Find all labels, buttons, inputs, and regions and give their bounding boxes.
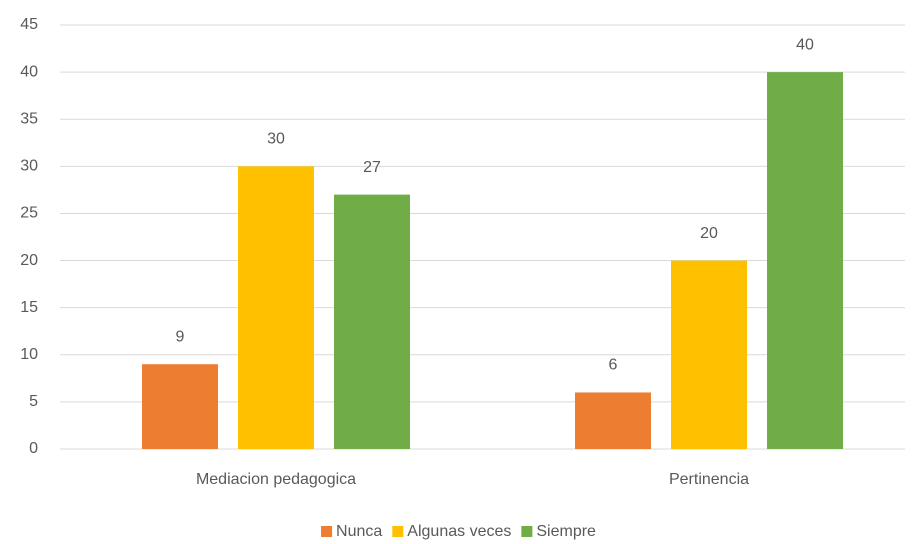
legend-label: Siempre bbox=[536, 523, 596, 540]
y-tick-label: 30 bbox=[20, 158, 38, 175]
y-tick-label: 40 bbox=[20, 63, 38, 80]
data-label: 20 bbox=[700, 225, 718, 242]
data-label: 27 bbox=[363, 159, 381, 176]
data-label: 30 bbox=[267, 131, 285, 148]
y-tick-label: 35 bbox=[20, 110, 38, 127]
data-label: 40 bbox=[796, 36, 814, 53]
x-tick-label: Pertinencia bbox=[669, 471, 749, 488]
bar bbox=[142, 364, 218, 449]
bar bbox=[671, 260, 747, 449]
legend-label: Nunca bbox=[336, 523, 382, 540]
y-tick-label: 15 bbox=[20, 299, 38, 316]
y-tick-label: 0 bbox=[29, 440, 38, 457]
y-tick-label: 10 bbox=[20, 346, 38, 363]
bar bbox=[238, 166, 314, 450]
legend-swatch bbox=[521, 526, 533, 537]
legend-swatch bbox=[321, 526, 333, 537]
y-tick-label: 25 bbox=[20, 205, 38, 222]
bar bbox=[767, 72, 843, 449]
x-tick-label: Mediacion pedagogica bbox=[196, 471, 356, 488]
y-tick-label: 20 bbox=[20, 252, 38, 269]
data-label: 9 bbox=[176, 328, 185, 345]
data-label: 6 bbox=[609, 357, 618, 374]
y-tick-label: 45 bbox=[20, 16, 38, 33]
bar bbox=[575, 392, 651, 449]
y-tick-label: 5 bbox=[29, 393, 38, 410]
legend-label: Algunas veces bbox=[407, 523, 511, 540]
bar bbox=[334, 194, 410, 449]
legend-swatch bbox=[392, 526, 404, 537]
